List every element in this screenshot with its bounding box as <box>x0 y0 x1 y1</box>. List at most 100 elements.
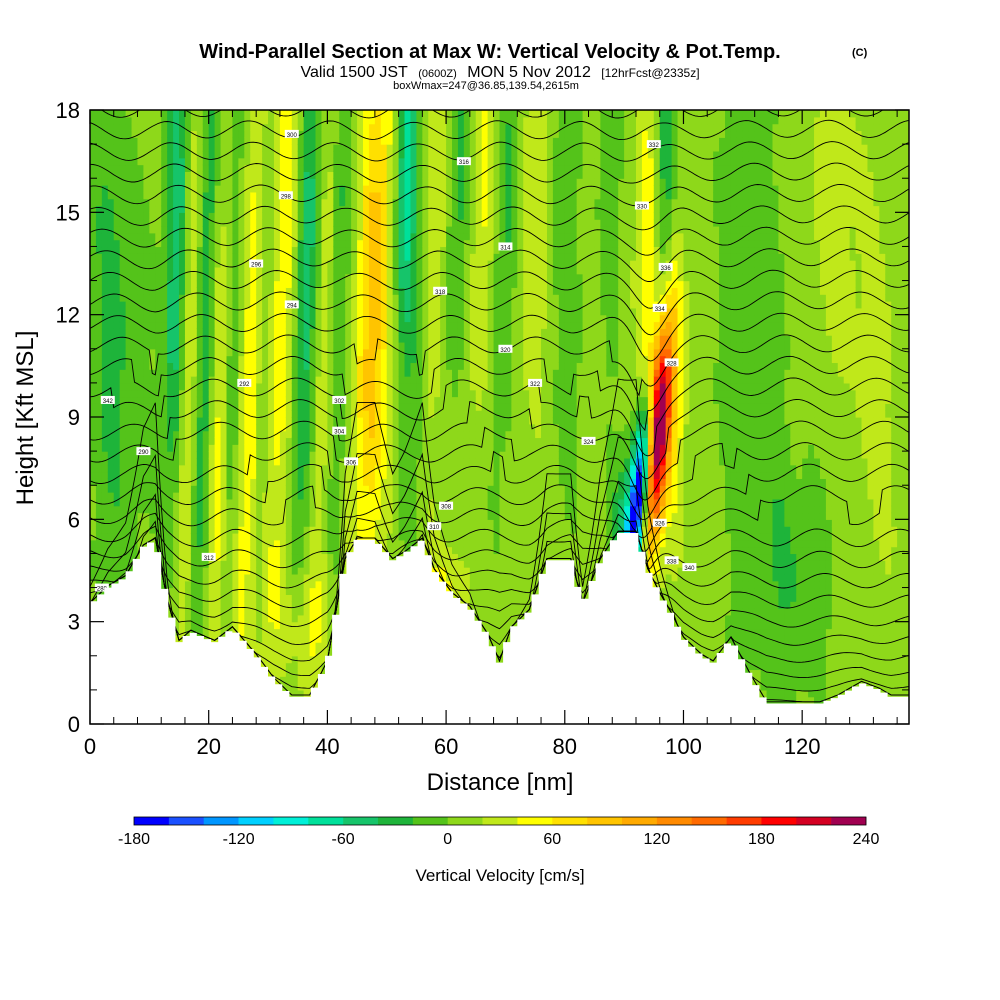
velocity-cell <box>256 567 263 575</box>
velocity-cell <box>214 307 222 316</box>
velocity-cell <box>232 369 239 377</box>
velocity-cell <box>303 492 311 500</box>
velocity-cell <box>357 246 364 254</box>
velocity-cell <box>161 526 168 534</box>
velocity-cell <box>268 498 275 507</box>
velocity-cell <box>125 485 133 493</box>
velocity-cell <box>303 287 311 295</box>
velocity-cell <box>309 560 317 568</box>
velocity-cell <box>345 130 352 138</box>
velocity-cell <box>273 580 281 589</box>
velocity-cell <box>315 519 323 527</box>
velocity-cell <box>273 635 281 643</box>
velocity-cell <box>368 314 376 323</box>
velocity-cell <box>404 423 412 432</box>
velocity-cell <box>309 164 317 172</box>
velocity-cell <box>297 417 305 425</box>
velocity-cell <box>232 498 239 507</box>
velocity-cell <box>368 526 376 534</box>
velocity-cell <box>327 451 334 459</box>
velocity-cell <box>208 614 216 623</box>
velocity-cell <box>386 403 394 411</box>
velocity-cell <box>333 260 340 268</box>
velocity-cell <box>256 294 263 302</box>
velocity-cell <box>268 144 275 152</box>
velocity-cell <box>131 164 139 172</box>
velocity-cell <box>291 253 299 261</box>
velocity-cell <box>279 560 287 568</box>
velocity-cell <box>202 273 210 282</box>
velocity-cell <box>309 648 317 657</box>
velocity-cell <box>398 417 406 425</box>
velocity-cell <box>125 273 133 282</box>
velocity-cell <box>339 144 346 152</box>
velocity-cell <box>190 321 198 329</box>
velocity-cell <box>167 123 174 132</box>
velocity-cell <box>297 580 305 589</box>
velocity-cell <box>303 526 311 534</box>
velocity-cell <box>321 594 328 602</box>
velocity-cell <box>339 307 346 316</box>
velocity-cell <box>214 594 222 602</box>
velocity-cell <box>410 185 418 193</box>
velocity-cell <box>357 253 364 261</box>
velocity-cell <box>291 539 299 548</box>
velocity-cell <box>184 573 192 582</box>
velocity-cell <box>315 430 323 439</box>
velocity-cell <box>256 328 263 336</box>
velocity-cell <box>131 444 139 452</box>
velocity-cell <box>262 198 269 207</box>
velocity-cell <box>309 137 317 145</box>
velocity-cell <box>226 396 234 404</box>
velocity-cell <box>95 355 103 364</box>
velocity-cell <box>184 335 192 343</box>
velocity-cell <box>309 519 317 527</box>
velocity-cell <box>309 594 317 602</box>
velocity-cell <box>113 505 121 514</box>
velocity-cell <box>173 253 180 261</box>
velocity-cell <box>256 451 263 459</box>
velocity-cell <box>351 225 358 234</box>
velocity-cell <box>333 519 340 527</box>
velocity-cell <box>167 464 174 473</box>
velocity-cell <box>279 301 287 309</box>
velocity-cell <box>285 492 293 500</box>
velocity-cell <box>184 601 192 609</box>
velocity-cell <box>268 130 275 138</box>
velocity-cell <box>167 376 174 384</box>
velocity-cell <box>386 110 394 118</box>
velocity-cell <box>404 396 412 404</box>
velocity-cell <box>256 492 263 500</box>
velocity-cell <box>167 601 174 609</box>
velocity-cell <box>232 137 239 145</box>
velocity-cell <box>238 116 245 125</box>
velocity-cell <box>321 144 328 152</box>
velocity-cell <box>101 362 109 370</box>
velocity-cell <box>279 130 287 138</box>
velocity-cell <box>143 198 150 207</box>
velocity-cell <box>309 110 317 118</box>
velocity-cell <box>244 417 251 425</box>
velocity-cell <box>173 396 180 404</box>
velocity-cell <box>351 185 358 193</box>
velocity-cell <box>125 348 133 357</box>
velocity-cell <box>196 560 204 568</box>
velocity-cell <box>333 198 340 207</box>
velocity-cell <box>363 457 370 466</box>
velocity-cell <box>143 191 150 200</box>
velocity-cell <box>167 457 174 466</box>
velocity-cell <box>190 294 198 302</box>
velocity-cell <box>309 273 317 282</box>
velocity-cell <box>161 451 168 459</box>
velocity-cell <box>179 417 186 425</box>
velocity-cell <box>155 212 162 220</box>
velocity-cell <box>161 382 168 391</box>
velocity-cell <box>143 341 150 350</box>
velocity-cell <box>95 348 103 357</box>
velocity-cell <box>202 335 210 343</box>
velocity-cell <box>285 260 293 268</box>
velocity-cell <box>173 437 180 445</box>
velocity-cell <box>137 219 145 227</box>
velocity-cell <box>262 430 269 439</box>
velocity-cell <box>392 389 400 398</box>
